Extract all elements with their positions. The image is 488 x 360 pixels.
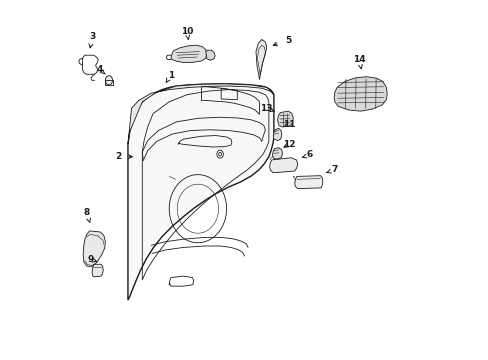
- Polygon shape: [333, 77, 386, 111]
- Text: 1: 1: [167, 71, 174, 80]
- Text: 14: 14: [352, 55, 365, 64]
- Text: 8: 8: [83, 208, 90, 217]
- Text: 5: 5: [285, 36, 291, 45]
- Ellipse shape: [217, 150, 223, 158]
- Polygon shape: [92, 264, 103, 277]
- Text: 4: 4: [96, 65, 102, 74]
- Text: 10: 10: [181, 27, 193, 36]
- Polygon shape: [294, 176, 322, 189]
- Text: 6: 6: [306, 150, 312, 159]
- Polygon shape: [277, 111, 293, 127]
- Polygon shape: [269, 158, 297, 173]
- Polygon shape: [273, 129, 281, 140]
- Polygon shape: [272, 148, 282, 159]
- Polygon shape: [171, 45, 206, 62]
- Text: 2: 2: [115, 152, 121, 161]
- Ellipse shape: [218, 152, 221, 156]
- Text: 3: 3: [89, 32, 95, 41]
- Text: 13: 13: [260, 104, 272, 113]
- Ellipse shape: [105, 76, 112, 85]
- Text: 11: 11: [283, 120, 295, 129]
- Text: 12: 12: [283, 140, 295, 149]
- Polygon shape: [205, 50, 215, 60]
- Polygon shape: [128, 84, 273, 144]
- Text: 7: 7: [331, 166, 337, 175]
- Text: 9: 9: [88, 255, 94, 264]
- Polygon shape: [255, 40, 266, 80]
- Polygon shape: [83, 231, 105, 267]
- Polygon shape: [128, 84, 273, 300]
